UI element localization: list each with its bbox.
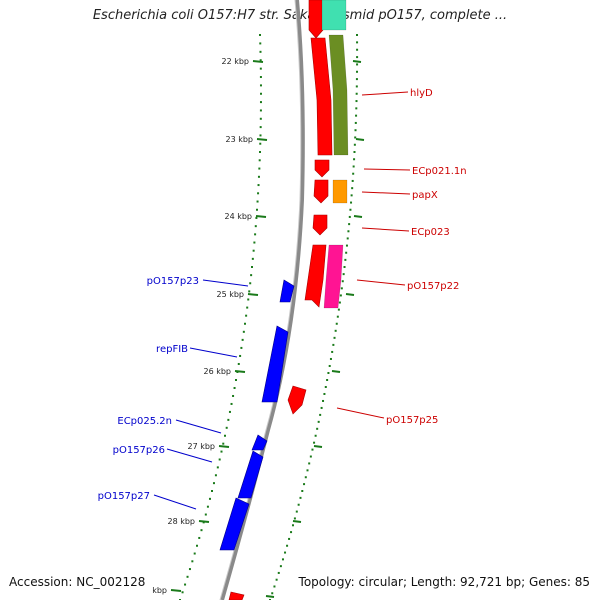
- label-leader-line: [356, 279, 406, 286]
- reverse-gene-label[interactable]: pO157p26: [113, 445, 165, 456]
- tick-mark: [218, 445, 230, 448]
- outer-tick-mark: [331, 370, 341, 373]
- tick-mark: [256, 138, 268, 141]
- gene-ECp023[interactable]: [312, 214, 328, 236]
- tick-mark: [170, 589, 182, 592]
- cds-hlyD[interactable]: [328, 34, 349, 156]
- tick-label: 24 kbp: [224, 212, 252, 221]
- forward-gene-label[interactable]: ECp023: [411, 227, 450, 238]
- gene-repFIB[interactable]: [261, 325, 289, 403]
- outer-tick-mark: [292, 520, 302, 523]
- cds-papX[interactable]: [332, 179, 348, 204]
- reverse-gene-label[interactable]: pO157p23: [147, 276, 199, 287]
- gene-ECp023-left[interactable]: [313, 179, 329, 204]
- gene-pO157p27[interactable]: [219, 497, 250, 551]
- gene-pO157p22[interactable]: [304, 244, 327, 308]
- topology-text: Topology: circular; Length: 92,721 bp; G…: [298, 575, 590, 589]
- reverse-gene-label[interactable]: pO157p27: [98, 491, 150, 502]
- gene-pO157p26[interactable]: [237, 450, 264, 499]
- tick-label: kbp: [152, 586, 167, 595]
- tick-label: 27 kbp: [187, 442, 215, 451]
- outer-dot-track: [269, 34, 359, 600]
- tick-mark: [198, 520, 210, 523]
- gene-pO157p25[interactable]: [287, 385, 307, 415]
- forward-gene-label[interactable]: pO157p22: [407, 281, 459, 292]
- cds-top[interactable]: [321, 0, 347, 31]
- label-leader-line: [336, 407, 385, 419]
- reverse-gene-label[interactable]: repFIB: [156, 344, 188, 355]
- label-leader-line: [363, 168, 411, 171]
- gene-pO157p23[interactable]: [279, 279, 295, 303]
- label-leader-line: [361, 191, 411, 195]
- label-leader-line: [361, 227, 410, 232]
- gene-hlyD[interactable]: [310, 37, 333, 156]
- reverse-gene-label[interactable]: ECp025.2n: [117, 416, 172, 427]
- outer-tick-mark: [355, 138, 365, 141]
- outer-tick-mark: [352, 60, 362, 63]
- outer-tick-mark: [265, 595, 275, 598]
- label-leader-line: [361, 91, 409, 96]
- forward-gene-label[interactable]: papX: [412, 190, 438, 201]
- tick-label: 28 kbp: [167, 517, 195, 526]
- accession-text: Accession: NC_002128: [9, 575, 146, 589]
- tick-mark: [247, 293, 259, 296]
- outer-tick-mark: [353, 215, 363, 218]
- tick-label: 26 kbp: [203, 367, 231, 376]
- label-leader-line: [153, 494, 197, 510]
- gene-top-red[interactable]: [308, 0, 324, 39]
- outer-tick-mark: [345, 293, 355, 296]
- gene-ECp025-2n[interactable]: [251, 434, 268, 451]
- inner-dot-track: [179, 34, 262, 600]
- tick-mark: [234, 370, 246, 373]
- tick-mark: [252, 60, 264, 63]
- label-leader-line: [202, 279, 249, 287]
- gene-bottom-red[interactable]: [228, 591, 245, 600]
- label-leader-line: [175, 419, 222, 434]
- tick-label: 23 kbp: [225, 135, 253, 144]
- label-leader-line: [166, 448, 213, 463]
- gene-ECp021-1n[interactable]: [314, 159, 330, 178]
- tick-label: 22 kbp: [221, 57, 249, 66]
- tick-mark: [255, 215, 267, 218]
- forward-gene-label[interactable]: hlyD: [410, 88, 433, 99]
- cds-pO157p22[interactable]: [323, 244, 344, 309]
- label-leader-line: [189, 347, 238, 358]
- tick-label: 25 kbp: [216, 290, 244, 299]
- forward-gene-label[interactable]: ECp021.1n: [412, 166, 467, 177]
- forward-gene-label[interactable]: pO157p25: [386, 415, 438, 426]
- outer-tick-mark: [313, 445, 323, 448]
